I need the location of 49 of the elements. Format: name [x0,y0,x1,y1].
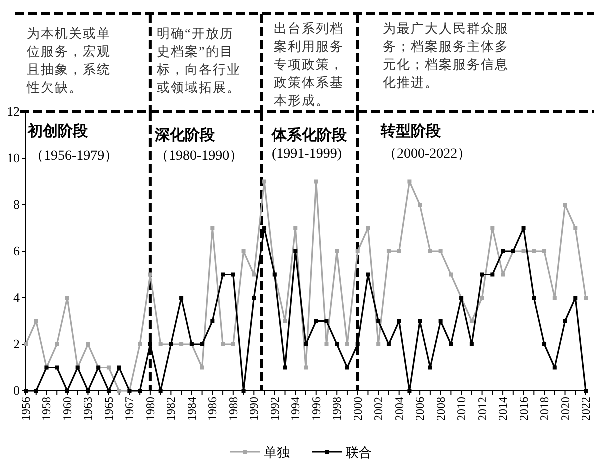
annotation: 初创阶段 [28,122,88,141]
x-tick-label: 2006 [413,397,428,421]
x-tick-label: 1965 [102,397,116,421]
text: 为最广大人民群众服务；档案服务主体多元化；档案服务信息化推进。 [383,20,510,92]
x-tick-label: 2010 [454,397,469,421]
annotation: （1956-1979） [30,148,119,165]
x-tick-label: 1994 [288,397,303,421]
x-tick-label: 2000 [350,397,365,421]
x-tick-label: 1980 [143,397,158,421]
y-tick-label: 8 [14,197,20,212]
annotation: (1991-1999) [272,147,342,163]
text: 出台系列档案利用服务专项政策，政策体系基本形成。 [274,20,345,110]
x-tick-label: 1988 [226,397,240,421]
annotation: 体系化阶段 [272,126,347,145]
y-tick-label: 0 [14,383,20,398]
x-tick-label: 1967 [122,397,137,421]
y-tick-label: 2 [14,336,20,352]
x-tick-label: 1956 [19,397,33,421]
x-tick-label: 2016 [516,397,531,421]
annotation: 深化阶段 [155,126,215,145]
annotation: （2000-2022） [383,146,472,163]
x-tick-label: 1996 [309,397,324,421]
annotation: 转型阶段 [381,122,441,141]
y-tick-label: 10 [7,150,20,166]
x-tick-label: 2008 [434,397,448,421]
y-tick-label: 4 [14,290,20,305]
y-tick-label: 6 [14,244,20,258]
annotation: （1980-1990） [155,148,244,165]
x-tick-label: 2002 [372,397,386,421]
x-tick-label: 2022 [579,397,593,421]
legend-label: 联合 [346,445,372,460]
y-tick-label: 12 [7,104,20,119]
x-tick-label: 1998 [330,397,344,421]
x-tick-label: 1982 [164,397,178,421]
x-tick-label: 1992 [268,397,282,421]
legend-label: 单独 [264,445,290,460]
x-tick-label: 2012 [475,397,490,421]
text: 为本机关或单位服务，宏观且抽象，系统性欠缺。 [27,25,112,97]
x-tick-label: 1963 [81,397,96,421]
x-tick-label: 2014 [496,397,510,421]
x-tick-label: 2020 [558,397,572,421]
text: 明确“开放历史档案”的目标，向各行业或领域拓展。 [157,25,242,97]
x-tick-label: 1984 [184,397,199,421]
x-tick-label: 2018 [538,397,552,421]
x-tick-label: 2004 [392,397,406,421]
x-tick-label: 1986 [206,397,220,421]
x-tick-label: 1958 [40,397,54,421]
x-tick-label: 1990 [247,397,262,421]
x-tick-label: 1960 [60,397,74,421]
